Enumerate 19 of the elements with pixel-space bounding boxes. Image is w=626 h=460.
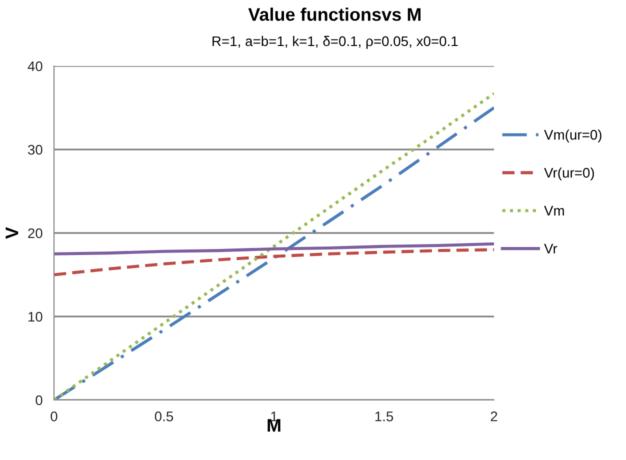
legend-label: Vm: [544, 206, 564, 216]
y-tick-label: 30: [28, 144, 42, 155]
line-series: [54, 242, 494, 256]
chart-title: Value functionsvs M: [248, 8, 420, 21]
legend-label: Vr(ur=0): [544, 167, 594, 180]
chart-subtitle: R=1, a=b=1, k=1, δ=0.1, ρ=0.05, x0=0.1: [212, 36, 458, 49]
x-tick-label: 2: [490, 411, 498, 422]
y-tick-label: 20: [28, 228, 42, 238]
x-tick-label: 0.5: [154, 411, 174, 422]
x-axis-title: M: [268, 419, 280, 432]
y-tick-label: 10: [28, 312, 42, 322]
y-tick-label: 0: [36, 395, 42, 406]
line-series: [54, 248, 494, 276]
y-axis-title: V: [6, 227, 18, 239]
legend-label: Vr: [544, 244, 558, 254]
legend-label: Vm(ur=0): [544, 130, 602, 142]
x-tick-label: 0: [50, 411, 58, 422]
y-tick-label: 40: [28, 61, 42, 72]
x-tick-label: 1.5: [375, 412, 394, 422]
